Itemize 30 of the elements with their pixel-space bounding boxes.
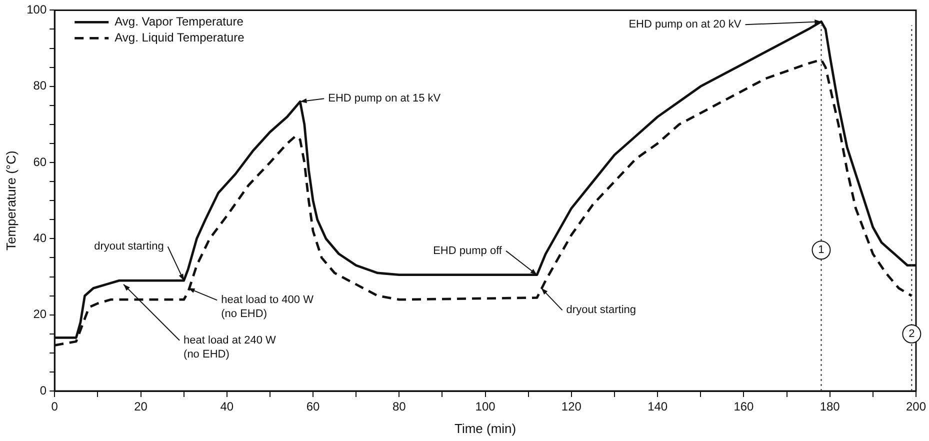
y-tick-label: 60: [33, 154, 47, 169]
x-tick-label: 0: [51, 400, 58, 414]
annotation: heat load to 400 W (no EHD): [221, 294, 314, 320]
x-tick-label: 120: [561, 400, 582, 414]
x-tick-label: 200: [906, 400, 926, 414]
x-tick-label: 180: [820, 400, 840, 414]
annotation: 2: [908, 328, 915, 340]
x-axis-title: Time (min): [454, 420, 516, 436]
x-tick-label: 20: [134, 400, 148, 414]
x-tick-label: 140: [648, 400, 668, 414]
x-tick-label: 60: [306, 400, 320, 414]
y-tick-label: 0: [40, 383, 47, 398]
y-tick-label: 100: [26, 2, 47, 17]
annotation: dryout starting: [566, 304, 636, 316]
annotation: EHD pump on at 20 kV: [628, 18, 742, 31]
x-tick-label: 160: [734, 400, 754, 414]
annotation: 1: [818, 244, 824, 256]
legend-label: Avg. Liquid Temperature: [114, 30, 245, 45]
annotation: heat load at 240 W (no EHD): [184, 334, 276, 360]
y-axis-title: Temperature (°C): [3, 150, 18, 251]
annotation: EHD pump on at 15 kV: [328, 92, 442, 105]
y-tick-label: 40: [33, 230, 47, 245]
y-tick-label: 80: [33, 78, 47, 93]
x-tick-label: 80: [392, 400, 406, 414]
annotation: EHD pump off: [433, 244, 503, 257]
x-tick-label: 40: [220, 400, 234, 414]
legend-label: Avg. Vapor Temperature: [114, 14, 244, 29]
y-tick-label: 20: [33, 307, 47, 322]
x-tick-label: 100: [475, 400, 496, 414]
annotation: dryout starting: [94, 240, 164, 253]
